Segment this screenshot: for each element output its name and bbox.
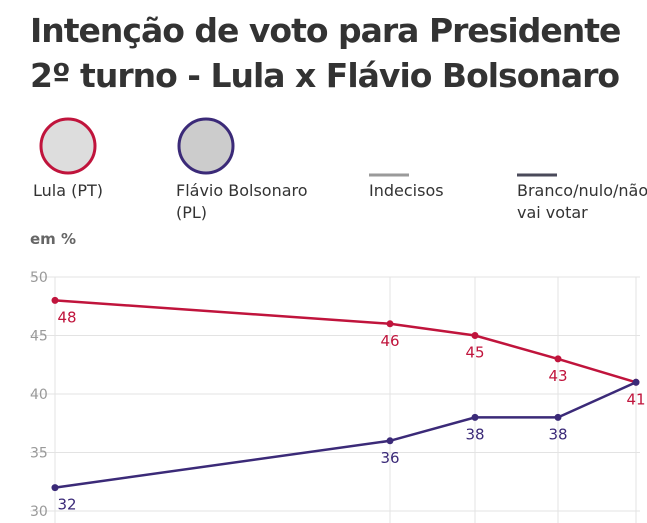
y-tick-label: 45: [30, 329, 48, 345]
point: [51, 484, 59, 492]
point: [386, 320, 394, 328]
point: [386, 437, 394, 445]
lula-photo: [39, 117, 97, 175]
data-label: 41: [626, 390, 645, 408]
legend-entry: Branco/nulo/não vai votar: [517, 181, 647, 222]
unit-label: em %: [30, 230, 77, 248]
y-tick-label: 40: [30, 387, 48, 403]
legend-entry: Indecisos: [369, 181, 444, 200]
data-label: 38: [465, 425, 484, 443]
point: [554, 413, 562, 421]
data-label: 48: [57, 308, 76, 326]
point: [51, 296, 59, 304]
flavio-photo: [177, 117, 235, 175]
point: [471, 332, 479, 339]
y-tick-label: 35: [30, 446, 48, 462]
data-label: 45: [465, 344, 484, 362]
data-label: 43: [548, 367, 567, 385]
data-label: 46: [380, 332, 399, 350]
chart-title: Intenção de voto para Presidente 2º turn…: [30, 11, 621, 95]
point: [632, 378, 640, 386]
y-tick-label: 30: [30, 504, 48, 520]
legend-entry: Lula (PT): [33, 181, 104, 200]
legend-entry: Flávio Bolsonaro (PL): [176, 181, 308, 222]
data-label: 32: [57, 496, 76, 514]
point: [554, 355, 562, 363]
point: [471, 413, 479, 421]
data-label: 36: [380, 449, 399, 467]
data-label: 38: [548, 425, 567, 443]
y-tick-label: 50: [30, 270, 48, 286]
